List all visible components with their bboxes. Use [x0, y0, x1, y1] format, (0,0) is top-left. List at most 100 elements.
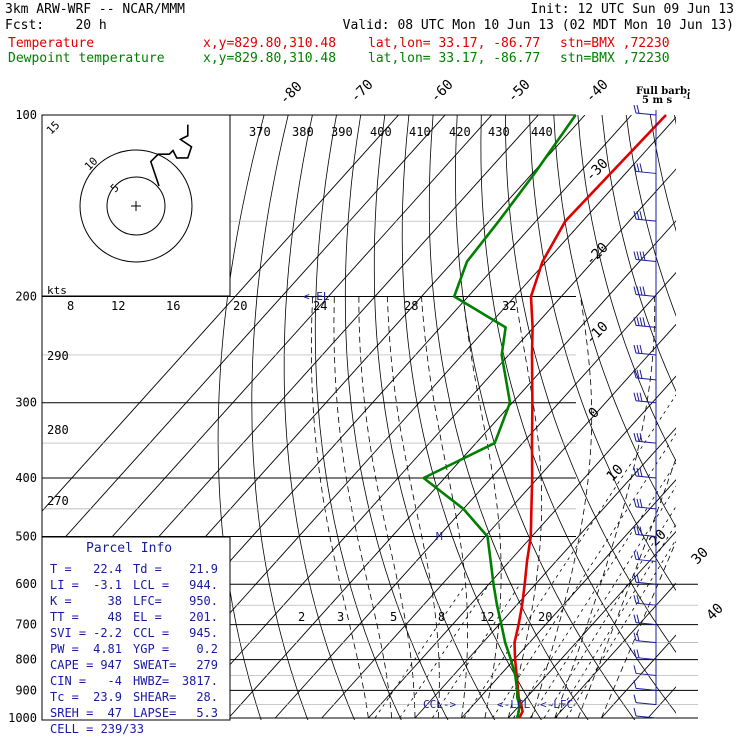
wind-barb-550: [633, 551, 657, 562]
barb-flag: [642, 251, 646, 261]
mixing-ratio-line: [492, 432, 676, 719]
barb-staff: [635, 581, 657, 585]
isotherm-label-10: 10: [604, 462, 627, 485]
wind-barb-225: [633, 317, 657, 328]
parcel-cell-4-1: -2.2: [93, 626, 122, 640]
barb-staff: [635, 657, 657, 661]
moist-adiabat-line: [310, 296, 369, 719]
theta-e-label-390: 390: [331, 125, 353, 139]
isotherm-label-30: 30: [689, 545, 712, 568]
parcel-cell-4-2: CCL =: [133, 626, 169, 640]
wind-barb-450: [633, 498, 657, 510]
barb-staff: [635, 352, 657, 356]
dewpoint-profile: [422, 114, 577, 719]
barb-flag: [642, 317, 646, 327]
parcel-cell-8-1: 23.9: [93, 690, 122, 704]
isotherm-label--50: -50: [505, 77, 534, 106]
barb-flag: [636, 104, 640, 114]
wind-barb-950: [633, 694, 657, 706]
barb-flag: [639, 344, 643, 354]
barb-legend-title: Full barb:: [636, 86, 691, 97]
lfc-marker: <-LFC: [540, 698, 573, 711]
dry-adiabat-line: [505, 115, 676, 653]
isotherm-label--40: -40: [583, 77, 612, 106]
parcel-cell-7-0: CIN =: [50, 674, 86, 688]
pressure-label-100: 100: [15, 108, 37, 122]
barb-flag: [636, 649, 640, 658]
parcel-info-frame: [41, 536, 231, 721]
barb-flag: [633, 526, 637, 535]
barb-staff: [635, 112, 657, 116]
pressure-label-300: 300: [15, 396, 37, 410]
isotherm-line: [507, 530, 676, 719]
dewpoint-legend-label: Dewpoint temperature: [8, 51, 165, 66]
barb-flag: [639, 432, 643, 442]
forecast-hour: Fcst: 20 h: [5, 18, 107, 33]
parcel-cell-3-0: TT =: [50, 610, 79, 624]
dry-adiabat-line: [480, 115, 676, 714]
dry-adiabat-line: [283, 115, 355, 720]
barb-flag: [639, 467, 643, 477]
theta-label-270: 270: [47, 494, 69, 508]
barb-flag: [633, 632, 637, 641]
barb-staff: [635, 377, 657, 381]
barb-flag: [633, 344, 637, 354]
parcel-cell-6-1: 947: [100, 658, 122, 672]
barb-staff: [635, 259, 657, 263]
pressure-label-800: 800: [15, 653, 37, 667]
barb-flag: [636, 211, 640, 220]
barb-flag: [639, 526, 643, 536]
parcel-cell-6-2: SWEAT=: [133, 658, 176, 672]
dry-adiabat-line: [625, 115, 676, 317]
barb-flag: [636, 526, 640, 535]
isotherm-line: [647, 686, 676, 719]
parcel-cell-1-3: 944.: [189, 578, 218, 592]
barb-flag: [636, 251, 640, 260]
parcel-cell-4-0: SVI =: [50, 626, 86, 640]
barb-flag: [636, 369, 640, 379]
dry-adiabat-line: [699, 115, 740, 731]
parcel-cell-3-1: 48: [108, 610, 122, 624]
mixing-ratio-line: [566, 538, 676, 719]
mixing-ratio-line: [463, 394, 676, 719]
wind-barb-300: [633, 392, 657, 404]
wind-barb-275: [633, 369, 657, 381]
theta-e-label-420: 420: [449, 125, 471, 139]
parcel-cell-9-2: LAPSE=: [133, 706, 176, 720]
wind-barb-150: [633, 211, 657, 222]
barb-flag: [633, 680, 637, 689]
parcel-cell-8-0: Tc =: [50, 690, 79, 704]
barb-staff: [635, 558, 657, 562]
dewpoint-legend-latlon: lat,lon= 33.17, -86.77: [368, 51, 541, 66]
barb-staff: [635, 170, 657, 174]
theta-e-label-380: 380: [292, 125, 314, 139]
parcel-cell-7-2: HWBZ=: [133, 674, 169, 688]
wind-barbs: [633, 104, 657, 719]
mixing-ratio-label-20: 20: [233, 299, 247, 313]
theta-e-label-440: 440: [531, 125, 553, 139]
mixing-ratio-label-8: 8: [67, 299, 74, 313]
parcel-cell-1-0: LI =: [50, 578, 79, 592]
barb-staff: [635, 218, 657, 222]
barb-flag: [639, 286, 643, 296]
sounding-profiles: [422, 114, 667, 719]
barb-flag: [636, 498, 640, 508]
barb-staff: [635, 672, 657, 676]
model-title: 3km ARW-WRF -- NCAR/MMM: [5, 2, 186, 17]
parcel-info-rows: T = 22.4 Td = 21.9 LI = -3.1 LCL = 944. K = 38 LFC…: [50, 562, 218, 736]
dry-adiabat-line: [314, 115, 402, 720]
barb-flag: [633, 104, 637, 114]
barb-flag: [636, 632, 640, 642]
moist-adiabat-line: [601, 540, 676, 719]
parcel-cell-1-1: -3.1: [93, 578, 122, 592]
barb-staff: [635, 475, 657, 479]
wind-barb-400: [633, 467, 657, 479]
wind-barb-850: [633, 665, 657, 676]
barb-legend-value: 5 m s: [642, 95, 673, 106]
barb-flag: [633, 574, 637, 583]
barb-flag: [633, 317, 637, 326]
barb-staff: [635, 440, 657, 444]
mixing-ratio-label-28: 28: [404, 299, 418, 313]
dry-adiabat-line: [577, 115, 676, 462]
barb-flag: [633, 163, 637, 172]
